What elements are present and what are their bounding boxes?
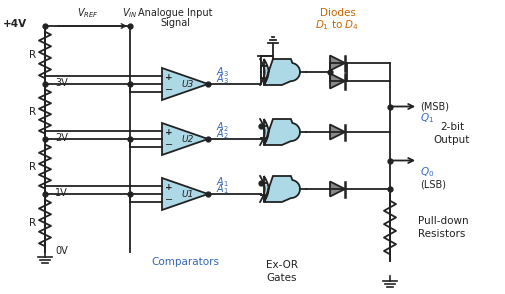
Text: $Q_1$: $Q_1$ bbox=[420, 112, 434, 126]
Text: U1: U1 bbox=[182, 190, 194, 198]
Text: +: + bbox=[165, 128, 173, 137]
Text: Analogue Input: Analogue Input bbox=[138, 8, 212, 18]
Text: U3: U3 bbox=[182, 79, 194, 88]
Text: −: − bbox=[165, 141, 173, 151]
Text: −: − bbox=[165, 85, 173, 95]
Text: 3V: 3V bbox=[55, 78, 68, 88]
Text: 0V: 0V bbox=[55, 246, 68, 256]
Polygon shape bbox=[264, 176, 300, 202]
Text: $Q_0$: $Q_0$ bbox=[420, 166, 434, 179]
Text: R: R bbox=[29, 161, 36, 171]
Text: $D_1$ to $D_4$: $D_1$ to $D_4$ bbox=[316, 18, 360, 32]
Polygon shape bbox=[162, 123, 208, 155]
Text: $V_{REF}$: $V_{REF}$ bbox=[77, 6, 98, 20]
Text: $A_3$: $A_3$ bbox=[216, 72, 229, 86]
Text: 2V: 2V bbox=[55, 133, 68, 143]
Polygon shape bbox=[330, 74, 345, 88]
Polygon shape bbox=[330, 124, 345, 139]
Polygon shape bbox=[330, 56, 345, 71]
Text: $A_3$: $A_3$ bbox=[216, 65, 228, 79]
Text: R: R bbox=[29, 50, 36, 60]
Polygon shape bbox=[162, 68, 208, 100]
Text: +: + bbox=[165, 183, 173, 192]
Text: (MSB): (MSB) bbox=[420, 101, 449, 111]
Text: Ex-OR
Gates: Ex-OR Gates bbox=[266, 260, 298, 283]
Text: Diodes: Diodes bbox=[320, 8, 356, 18]
Text: $A_2$: $A_2$ bbox=[216, 127, 229, 141]
Text: $A_1$: $A_1$ bbox=[216, 182, 229, 196]
Text: $V_{IN}$: $V_{IN}$ bbox=[122, 6, 138, 20]
Polygon shape bbox=[162, 178, 208, 210]
Polygon shape bbox=[330, 181, 345, 196]
Text: Comparators: Comparators bbox=[151, 257, 219, 267]
Polygon shape bbox=[264, 119, 300, 145]
Text: 2-bit
Output: 2-bit Output bbox=[434, 122, 470, 145]
Text: Pull-down
Resistors: Pull-down Resistors bbox=[418, 216, 469, 239]
Text: R: R bbox=[29, 218, 36, 228]
Text: U2: U2 bbox=[182, 134, 194, 143]
Text: −: − bbox=[165, 196, 173, 206]
Text: +: + bbox=[165, 73, 173, 82]
Text: R: R bbox=[29, 106, 36, 116]
Text: Signal: Signal bbox=[160, 18, 190, 28]
Text: (LSB): (LSB) bbox=[420, 180, 446, 190]
Text: $A_2$: $A_2$ bbox=[216, 120, 228, 134]
Text: 1V: 1V bbox=[55, 188, 68, 198]
Text: $A_1$: $A_1$ bbox=[216, 175, 228, 189]
Polygon shape bbox=[264, 59, 300, 85]
Text: +4V: +4V bbox=[3, 19, 27, 29]
